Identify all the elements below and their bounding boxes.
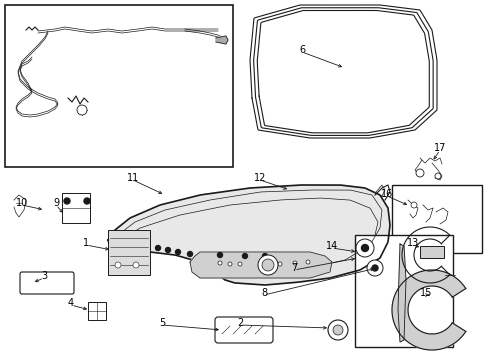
FancyBboxPatch shape: [20, 272, 74, 294]
Text: 15: 15: [419, 288, 431, 298]
Bar: [354, 235, 452, 347]
Circle shape: [355, 239, 373, 257]
Circle shape: [292, 261, 296, 265]
Text: 9: 9: [53, 198, 59, 208]
Bar: [108, 230, 150, 275]
Circle shape: [262, 253, 267, 258]
Polygon shape: [216, 36, 227, 44]
Circle shape: [366, 260, 382, 276]
Text: 11: 11: [126, 173, 139, 183]
Circle shape: [77, 105, 87, 115]
Circle shape: [332, 325, 342, 335]
Circle shape: [258, 255, 278, 275]
Circle shape: [361, 244, 368, 252]
Text: 1: 1: [83, 238, 89, 248]
Circle shape: [187, 252, 192, 256]
Polygon shape: [391, 270, 465, 350]
Circle shape: [175, 249, 180, 255]
Circle shape: [278, 262, 282, 266]
Polygon shape: [397, 244, 405, 342]
Text: 8: 8: [261, 288, 266, 298]
Text: 7: 7: [290, 263, 297, 273]
Circle shape: [434, 173, 440, 179]
Bar: [62, 193, 90, 223]
Polygon shape: [108, 185, 389, 285]
Circle shape: [115, 262, 121, 268]
Bar: [5, 5, 232, 167]
Circle shape: [217, 252, 222, 257]
Text: 17: 17: [433, 143, 445, 153]
Circle shape: [227, 262, 231, 266]
Text: 6: 6: [298, 45, 305, 55]
Circle shape: [371, 265, 377, 271]
Circle shape: [410, 202, 416, 208]
Bar: [88, 302, 106, 320]
Text: 2: 2: [236, 318, 243, 328]
Circle shape: [238, 262, 242, 266]
Circle shape: [242, 253, 247, 258]
Circle shape: [327, 320, 347, 340]
Text: 13: 13: [406, 238, 418, 248]
Bar: [419, 246, 443, 258]
Text: 5: 5: [159, 318, 165, 328]
Circle shape: [305, 260, 309, 264]
Polygon shape: [190, 252, 331, 278]
Circle shape: [84, 198, 90, 204]
Circle shape: [415, 169, 423, 177]
FancyBboxPatch shape: [215, 317, 272, 343]
Circle shape: [64, 198, 70, 204]
Text: 14: 14: [325, 241, 337, 251]
Circle shape: [262, 259, 273, 271]
Text: 12: 12: [253, 173, 265, 183]
Text: 16: 16: [380, 189, 392, 199]
Text: 3: 3: [41, 271, 47, 281]
Circle shape: [133, 262, 139, 268]
Text: 10: 10: [16, 198, 28, 208]
Bar: [391, 185, 481, 253]
Circle shape: [155, 246, 160, 251]
Circle shape: [218, 261, 222, 265]
Text: 4: 4: [68, 298, 74, 308]
Circle shape: [165, 248, 170, 252]
